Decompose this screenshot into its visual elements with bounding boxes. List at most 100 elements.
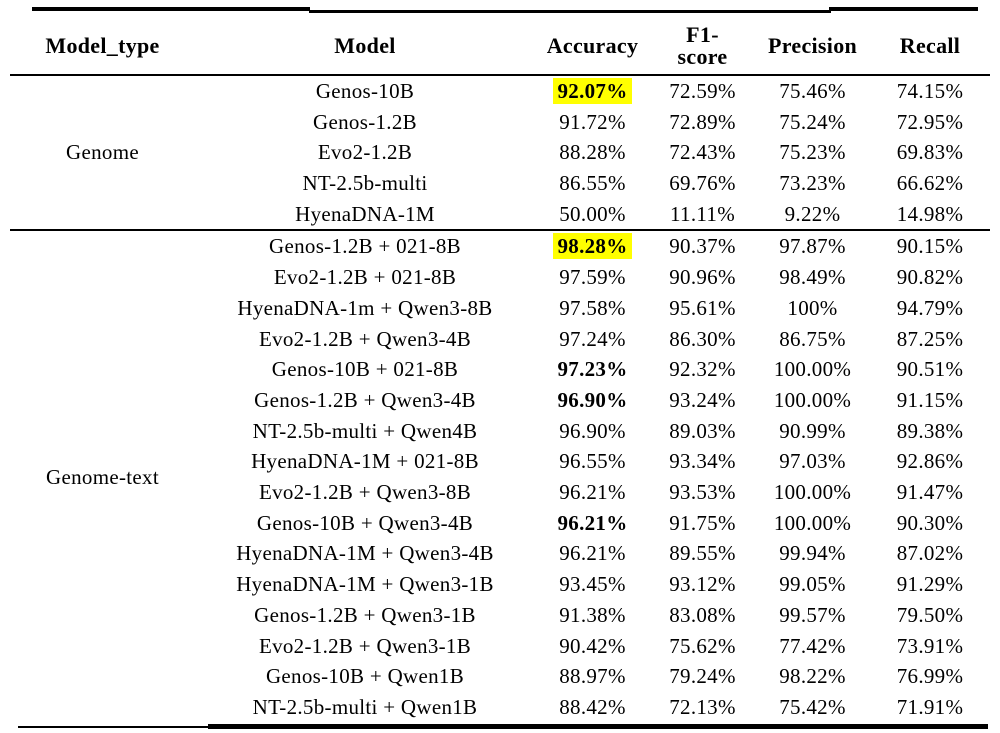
precision-cell: 75.23% xyxy=(755,137,870,168)
precision-cell-value: 98.49% xyxy=(779,265,846,290)
accuracy-cell: 90.42% xyxy=(535,631,650,662)
model-name-cell-value: Evo2-1.2B + Qwen3-8B xyxy=(258,480,472,505)
table-row: Genos-10B + Qwen1B 88.97% 79.24% 98.22% 76.9… xyxy=(10,661,990,692)
f1-score-cell-value: 72.43% xyxy=(669,140,736,165)
top-border-segment xyxy=(828,7,979,11)
accuracy-cell: 88.42% xyxy=(535,692,650,723)
table-row: Genome Genos-10B 92.07% 72.59% 75.46% 74.15% xyxy=(10,75,990,164)
precision-cell: 77.42% xyxy=(755,631,870,662)
precision-cell-value: 100.00% xyxy=(773,480,852,505)
model-name-cell-value: NT-2.5b-multi + Qwen1B xyxy=(252,694,478,719)
model-name-cell-value: Genos-1.2B + Qwen3-4B xyxy=(254,387,476,412)
f1-score-cell-value: 72.89% xyxy=(669,109,736,134)
col-header-model-type: Model_type xyxy=(10,15,195,76)
f1-score-cell: 93.53% xyxy=(650,477,755,508)
model-type-cell: Genome xyxy=(66,140,139,165)
model-name-cell: Genos-10B + Qwen3-4B xyxy=(195,508,535,539)
precision-cell-value: 100% xyxy=(787,295,838,320)
f1-score-cell-value: 93.24% xyxy=(669,387,736,412)
recall-cell: 74.15% xyxy=(870,75,990,107)
accuracy-cell: 96.21% xyxy=(535,538,650,569)
recall-cell: 90.51% xyxy=(870,354,990,385)
precision-cell: 100.00% xyxy=(755,354,870,385)
accuracy-cell: 96.55% xyxy=(535,446,650,477)
col-header-model: Model xyxy=(195,15,535,76)
top-border-segment xyxy=(31,7,311,11)
accuracy-cell-value: 97.23% xyxy=(557,357,628,382)
f1-score-cell-value: 83.08% xyxy=(669,602,736,627)
f1-score-cell: 90.96% xyxy=(650,262,755,293)
accuracy-cell: 97.59% xyxy=(535,262,650,293)
f1-header-line1: F1- xyxy=(686,22,719,47)
precision-cell-value: 75.46% xyxy=(779,78,846,103)
accuracy-cell-value: 96.55% xyxy=(559,449,626,474)
recall-cell: 69.83% xyxy=(870,137,990,168)
model-name-cell: Evo2-1.2B xyxy=(195,137,535,168)
table-row: Evo2-1.2B + 021-8B 97.59% 90.96% 98.49% 90.8… xyxy=(10,262,990,293)
recall-cell-value: 92.86% xyxy=(896,449,964,474)
model-name-cell-value: Evo2-1.2B + Qwen3-1B xyxy=(258,633,472,658)
table-row: NT-2.5b-multi + Qwen4B 96.90% 89.03% 90.99%… xyxy=(10,416,990,447)
f1-score-cell: 91.75% xyxy=(650,508,755,539)
recall-cell: 87.02% xyxy=(870,538,990,569)
accuracy-cell: 96.90% xyxy=(535,385,650,416)
f1-score-cell-value: 11.11% xyxy=(670,201,735,226)
table-header-row: Model_type Model Accuracy F1- score Prec… xyxy=(10,15,990,76)
recall-cell-value: 14.98% xyxy=(896,201,964,226)
accuracy-cell: 98.28% xyxy=(535,229,650,263)
precision-cell: 100.00% xyxy=(755,508,870,539)
precision-cell: 75.24% xyxy=(755,107,870,138)
f1-score-cell-value: 93.53% xyxy=(669,480,736,505)
accuracy-cell-value: 86.55% xyxy=(559,170,626,195)
f1-score-cell-value: 79.24% xyxy=(669,664,736,689)
accuracy-cell-value: 97.24% xyxy=(559,326,626,351)
precision-cell: 98.49% xyxy=(755,262,870,293)
accuracy-cell-value: 96.21% xyxy=(559,541,626,566)
accuracy-cell-value: 96.90% xyxy=(557,387,628,412)
precision-cell-value: 75.42% xyxy=(779,694,846,719)
table-row: HyenaDNA-1M + Qwen3-1B 93.45% 93.12% 99.05%… xyxy=(10,569,990,600)
recall-cell: 14.98% xyxy=(870,199,990,231)
recall-cell-value: 71.91% xyxy=(896,694,964,719)
model-name-cell: Genos-1.2B + 021-8B xyxy=(195,229,535,263)
model-name-cell: Evo2-1.2B + Qwen3-1B xyxy=(195,631,535,662)
f1-score-cell: 89.03% xyxy=(650,416,755,447)
model-name-cell-value: Genos-10B xyxy=(315,78,415,103)
top-border-segment xyxy=(308,9,831,14)
recall-cell: 91.29% xyxy=(870,569,990,600)
bottom-border-segment xyxy=(208,723,989,730)
f1-score-cell-value: 89.55% xyxy=(669,541,736,566)
precision-cell: 98.22% xyxy=(755,661,870,692)
accuracy-cell-value: 97.58% xyxy=(559,295,626,320)
table-body: Genome Genos-10B 92.07% 72.59% 75.46% 74.15% G… xyxy=(10,75,990,723)
accuracy-cell-value: 90.42% xyxy=(559,633,626,658)
f1-score-cell: 93.12% xyxy=(650,569,755,600)
f1-score-cell-value: 95.61% xyxy=(669,295,736,320)
f1-score-cell-value: 72.59% xyxy=(669,78,736,103)
accuracy-cell: 97.24% xyxy=(535,324,650,355)
accuracy-cell: 50.00% xyxy=(535,199,650,231)
model-name-cell: Evo2-1.2B + Qwen3-8B xyxy=(195,477,535,508)
f1-score-cell: 72.59% xyxy=(650,75,755,107)
precision-cell-value: 75.24% xyxy=(779,109,846,134)
precision-cell: 97.03% xyxy=(755,446,870,477)
model-type-cell: Genome-text xyxy=(10,229,195,723)
model-name-cell: Genos-1.2B + Qwen3-4B xyxy=(195,385,535,416)
recall-cell: 90.30% xyxy=(870,508,990,539)
recall-cell-value: 90.51% xyxy=(896,357,964,382)
precision-cell: 86.75% xyxy=(755,324,870,355)
f1-score-cell: 83.08% xyxy=(650,600,755,631)
precision-cell-value: 97.03% xyxy=(779,449,846,474)
model-name-cell: Genos-10B + 021-8B xyxy=(195,354,535,385)
model-name-cell-value: HyenaDNA-1M + Qwen3-4B xyxy=(236,541,494,566)
precision-cell-value: 100.00% xyxy=(773,357,852,382)
model-name-cell: Genos-1.2B + Qwen3-1B xyxy=(195,600,535,631)
table-row: HyenaDNA-1M 50.00% 11.11% 9.22% 14.98% xyxy=(10,199,990,231)
model-name-cell-value: Genos-1.2B xyxy=(313,109,417,134)
col-header-recall: Recall xyxy=(870,15,990,76)
f1-header-line2: score xyxy=(677,44,728,70)
recall-cell: 89.38% xyxy=(870,416,990,447)
model-name-cell: Genos-10B + Qwen1B xyxy=(195,661,535,692)
model-name-cell: NT-2.5b-multi + Qwen4B xyxy=(195,416,535,447)
recall-cell: 66.62% xyxy=(870,168,990,199)
